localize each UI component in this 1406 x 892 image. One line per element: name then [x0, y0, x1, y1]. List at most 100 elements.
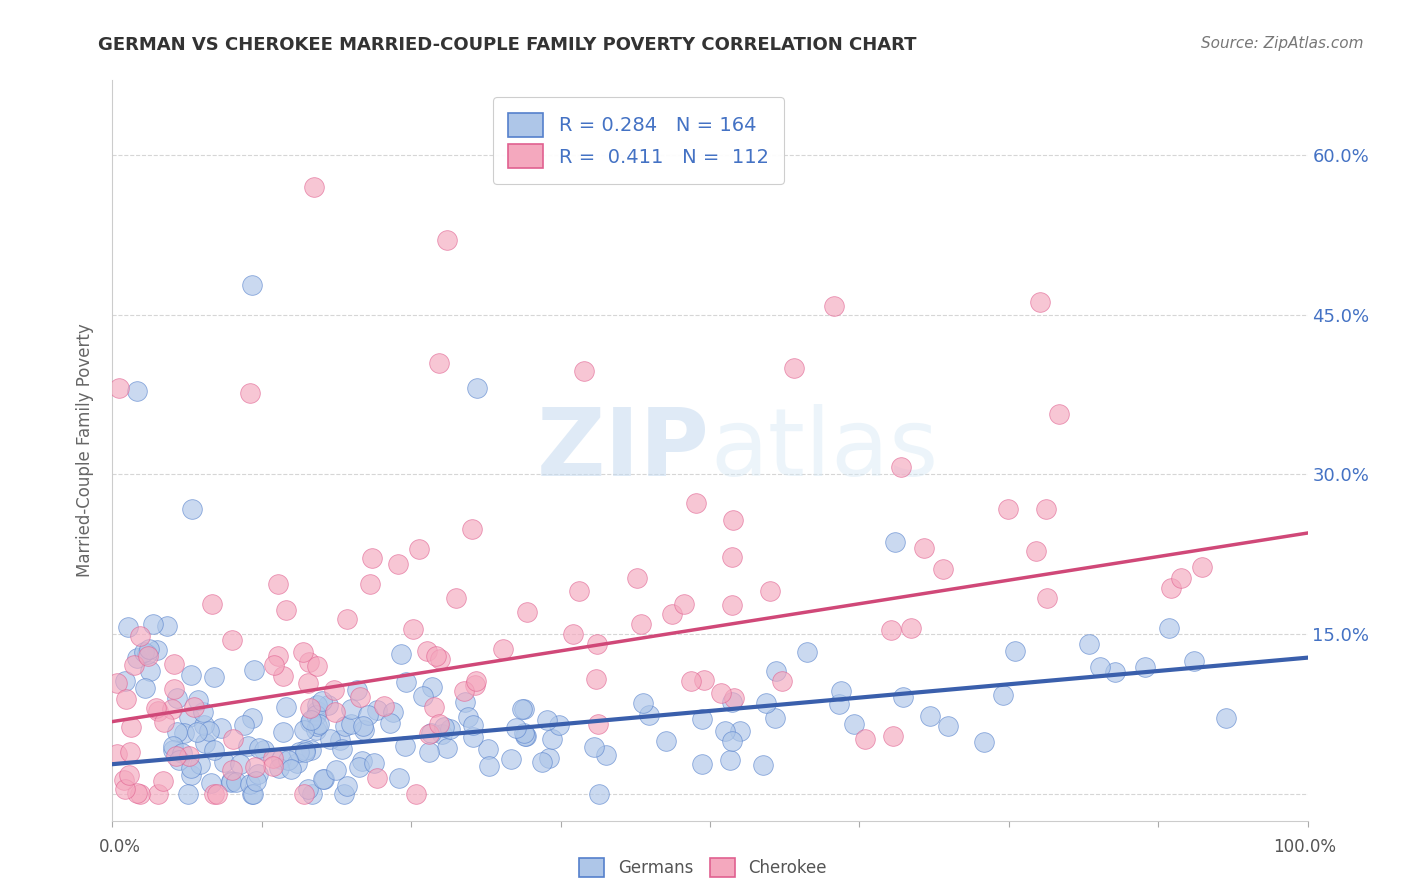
Point — [325, 764, 347, 778]
Point — [714, 724, 737, 739]
Point — [728, 724, 751, 739]
Point — [193, 718, 215, 732]
Point — [1104, 665, 1126, 679]
Point — [340, 701, 363, 715]
Point — [463, 717, 485, 731]
Point — [136, 648, 159, 663]
Point — [363, 756, 385, 771]
Point — [418, 745, 440, 759]
Point — [422, 681, 444, 695]
Point — [180, 761, 202, 775]
Point — [1160, 582, 1182, 596]
Point — [759, 583, 782, 598]
Point — [329, 733, 352, 747]
Point — [1025, 544, 1047, 558]
Point — [285, 756, 308, 771]
Point — [105, 675, 128, 690]
Point — [405, 787, 427, 801]
Point — [499, 752, 522, 766]
Point — [118, 745, 141, 759]
Point — [513, 702, 536, 716]
Point — [114, 674, 136, 689]
Point — [478, 759, 501, 773]
Point — [146, 643, 169, 657]
Point — [202, 787, 225, 801]
Point — [690, 756, 713, 771]
Point — [273, 669, 295, 683]
Point — [879, 623, 901, 637]
Point — [232, 718, 254, 732]
Point — [631, 696, 654, 710]
Point — [720, 598, 742, 612]
Point — [366, 771, 388, 785]
Point — [890, 460, 912, 475]
Point — [638, 707, 661, 722]
Point — [298, 655, 321, 669]
Point — [219, 775, 242, 789]
Point — [267, 649, 290, 664]
Point — [165, 749, 187, 764]
Point — [893, 690, 915, 704]
Point — [422, 700, 444, 714]
Point — [156, 619, 179, 633]
Point — [122, 657, 145, 672]
Point — [755, 696, 778, 710]
Point — [723, 691, 745, 706]
Point — [900, 621, 922, 635]
Point — [263, 657, 285, 672]
Point — [720, 550, 742, 565]
Point — [180, 768, 202, 782]
Point — [394, 674, 416, 689]
Point — [305, 659, 328, 673]
Point — [477, 742, 499, 756]
Point — [360, 551, 382, 566]
Point — [690, 712, 713, 726]
Point — [356, 707, 378, 722]
Point — [465, 380, 488, 394]
Point — [201, 597, 224, 611]
Point — [828, 697, 851, 711]
Point — [461, 522, 484, 536]
Point — [129, 787, 152, 801]
Point — [305, 723, 328, 738]
Point — [333, 787, 356, 801]
Point — [292, 787, 315, 801]
Point — [180, 501, 202, 516]
Point — [541, 732, 564, 747]
Point — [918, 709, 941, 723]
Point — [120, 720, 142, 734]
Point — [225, 774, 247, 789]
Text: atlas: atlas — [710, 404, 938, 497]
Point — [276, 603, 298, 617]
Point — [568, 583, 591, 598]
Point — [453, 684, 475, 698]
Point — [177, 748, 200, 763]
Point — [271, 725, 294, 739]
Point — [352, 754, 374, 768]
Point — [515, 729, 537, 743]
Point — [548, 717, 571, 731]
Point — [153, 715, 176, 730]
Point — [673, 597, 696, 611]
Point — [1133, 659, 1156, 673]
Point — [457, 710, 479, 724]
Point — [1036, 591, 1059, 605]
Point — [280, 762, 302, 776]
Point — [311, 694, 333, 708]
Point — [305, 719, 328, 733]
Point — [427, 356, 450, 370]
Point — [247, 767, 270, 781]
Point — [997, 502, 1019, 516]
Point — [186, 692, 208, 706]
Point — [562, 627, 585, 641]
Point — [305, 698, 328, 712]
Point — [720, 695, 742, 709]
Point — [352, 719, 374, 733]
Point — [198, 723, 221, 738]
Point — [125, 384, 148, 399]
Point — [572, 363, 595, 377]
Point — [294, 743, 316, 757]
Point — [312, 772, 335, 786]
Point — [583, 739, 606, 754]
Text: 0.0%: 0.0% — [98, 838, 141, 856]
